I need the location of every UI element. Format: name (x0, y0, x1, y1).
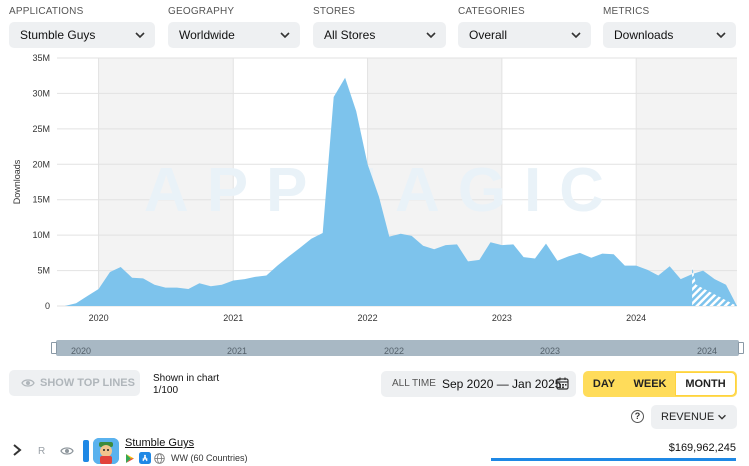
revenue-label: REVENUE (661, 411, 715, 423)
date-range-picker[interactable]: ALL TIME Sep 2020 — Jan 2025 (381, 371, 576, 397)
region-label: WW (60 Countries) (171, 453, 248, 463)
globe-icon (154, 452, 165, 464)
app-name-link[interactable]: Stumble Guys (125, 437, 195, 449)
date-range-value: Sep 2020 — Jan 2025 (442, 377, 562, 391)
filter-categories: CATEGORIES Overall (458, 5, 591, 48)
app-icon (93, 438, 119, 464)
y-tick-label: 20M (32, 159, 50, 169)
revenue-amount: $169,962,245 (668, 442, 736, 454)
app-store-icon (139, 452, 151, 464)
eye-icon[interactable] (60, 445, 74, 457)
eye-icon (21, 379, 35, 387)
revenue-bar (491, 458, 736, 461)
series-color-indicator[interactable] (83, 440, 89, 462)
geography-select[interactable]: Worldwide (168, 22, 300, 48)
period-week-button[interactable]: WEEK (633, 378, 667, 390)
date-range-slider[interactable]: 2020 2021 2022 2023 2024 (50, 339, 745, 357)
chevron-down-icon (718, 414, 726, 420)
filter-metrics: METRICS Downloads (603, 5, 736, 48)
rank-label: R (38, 446, 46, 457)
y-tick-label: 30M (32, 88, 50, 98)
metrics-select[interactable]: Downloads (603, 22, 736, 48)
range-year-label: 2024 (697, 346, 718, 356)
year-band (98, 58, 234, 306)
shown-in-chart-label: Shown in chart (153, 373, 220, 384)
y-tick-label: 5M (37, 266, 50, 276)
y-axis-label: Downloads (12, 159, 22, 204)
x-tick-label: 2023 (492, 313, 512, 323)
select-value: Overall (469, 28, 508, 42)
filter-stores: STORES All Stores (313, 5, 446, 48)
all-time-label[interactable]: ALL TIME (392, 378, 436, 389)
show-top-lines-button[interactable]: SHOW TOP LINES (9, 370, 140, 396)
revenue-select[interactable]: REVENUE (651, 405, 737, 429)
x-tick-label: 2020 (89, 313, 109, 323)
period-day-button[interactable]: DAY (592, 378, 616, 390)
show-top-lines-label: SHOW TOP LINES (40, 377, 135, 389)
range-bar[interactable] (56, 340, 739, 356)
filter-geography: GEOGRAPHY Worldwide (168, 5, 300, 48)
y-tick-label: 35M (32, 53, 50, 63)
select-value: Stumble Guys (20, 28, 96, 42)
filter-label: GEOGRAPHY (168, 6, 235, 17)
range-year-label: 2023 (540, 346, 561, 356)
shown-in-chart-count: 1/100 (153, 385, 179, 396)
filter-label: APPLICATIONS (9, 6, 84, 17)
y-tick-label: 15M (32, 195, 50, 205)
chevron-down-icon (135, 32, 145, 39)
categories-select[interactable]: Overall (458, 22, 591, 48)
chevron-down-icon (426, 32, 436, 39)
y-tick-label: 0 (45, 301, 50, 311)
shown-in-chart: Shown in chart 1/100 (153, 373, 219, 397)
range-year-label: 2020 (71, 346, 92, 356)
app-row: R Stumble Guys WW (60 Countries) $169,96… (0, 436, 749, 466)
google-play-icon (126, 453, 134, 463)
x-tick-label: 2022 (358, 313, 378, 323)
chevron-down-icon (716, 32, 726, 39)
filters-bar: APPLICATIONS Stumble Guys GEOGRAPHY Worl… (0, 0, 749, 50)
range-year-label: 2022 (384, 346, 405, 356)
downloads-chart[interactable]: 0 5M 10M 15M 20M 25M 30M 35M APPMAGIC 2020 2021 202… (0, 50, 749, 330)
filter-label: METRICS (603, 6, 650, 17)
store-icons (125, 452, 165, 464)
range-year-label: 2021 (227, 346, 248, 356)
x-tick-label: 2024 (626, 313, 646, 323)
select-value: Downloads (614, 28, 674, 42)
applications-select[interactable]: Stumble Guys (9, 22, 155, 48)
chevron-down-icon (571, 32, 581, 39)
chevron-right-icon[interactable] (11, 443, 23, 457)
select-value: All Stores (324, 28, 376, 42)
year-band (636, 58, 737, 306)
period-month-button[interactable]: MONTH (675, 372, 736, 396)
filter-applications: APPLICATIONS Stumble Guys (9, 5, 155, 48)
projected-area (692, 266, 737, 306)
downloads-area (64, 77, 737, 306)
y-tick-label: 10M (32, 230, 50, 240)
help-icon[interactable]: ? (631, 410, 644, 423)
filter-label: STORES (313, 6, 356, 17)
filter-label: CATEGORIES (458, 6, 525, 17)
select-value: Worldwide (179, 28, 235, 42)
calendar-icon[interactable] (556, 377, 569, 390)
x-tick-label: 2021 (223, 313, 243, 323)
chevron-down-icon (280, 32, 290, 39)
period-toggle: DAY WEEK MONTH (583, 371, 737, 397)
stores-select[interactable]: All Stores (313, 22, 446, 48)
range-handle-left[interactable] (51, 342, 57, 354)
range-handle-right[interactable] (738, 342, 744, 354)
y-tick-label: 25M (32, 124, 50, 134)
